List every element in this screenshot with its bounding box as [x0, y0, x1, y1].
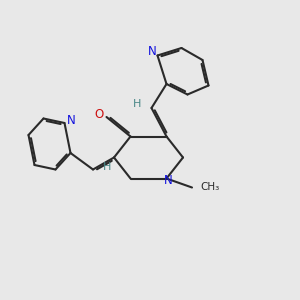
Text: O: O [94, 108, 103, 121]
Text: N: N [67, 114, 76, 127]
Text: N: N [148, 45, 157, 58]
Text: H: H [103, 161, 112, 172]
Text: H: H [133, 99, 141, 110]
Text: N: N [164, 174, 172, 188]
Text: CH₃: CH₃ [200, 182, 220, 192]
